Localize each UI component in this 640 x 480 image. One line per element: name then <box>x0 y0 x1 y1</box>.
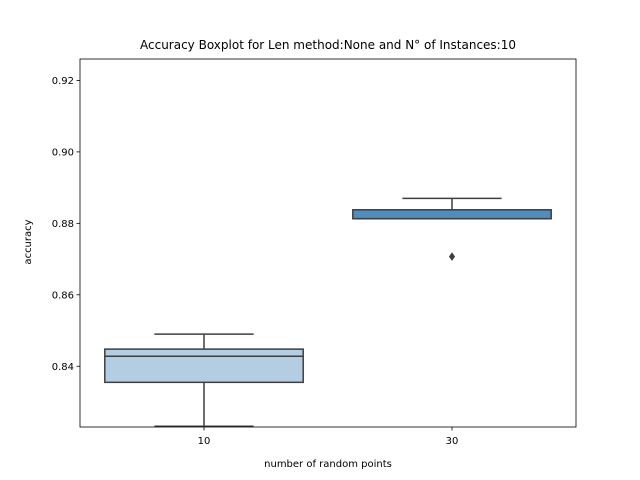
y-tick-label-4: 0.92 <box>52 76 74 87</box>
box-30-outlier-0 <box>448 252 456 262</box>
x-axis-label: number of random points <box>264 459 392 470</box>
plot-area: 0.84 0.86 0.88 0.90 0.92 10 30 <box>52 58 577 447</box>
y-tick-label-0: 0.84 <box>52 362 74 373</box>
y-tick-label-3: 0.90 <box>52 147 74 158</box>
box-10-iqr <box>104 348 304 384</box>
y-axis-label: accuracy <box>23 219 34 264</box>
x-tick-label-1: 30 <box>446 436 459 447</box>
box-30-iqr <box>352 209 552 220</box>
chart-title: Accuracy Boxplot for Len method:None and… <box>140 38 516 52</box>
y-tick-label-2: 0.88 <box>52 219 74 230</box>
plot-frame <box>79 58 577 428</box>
x-tick-label-0: 10 <box>198 436 211 447</box>
y-tick-label-1: 0.86 <box>52 290 74 301</box>
